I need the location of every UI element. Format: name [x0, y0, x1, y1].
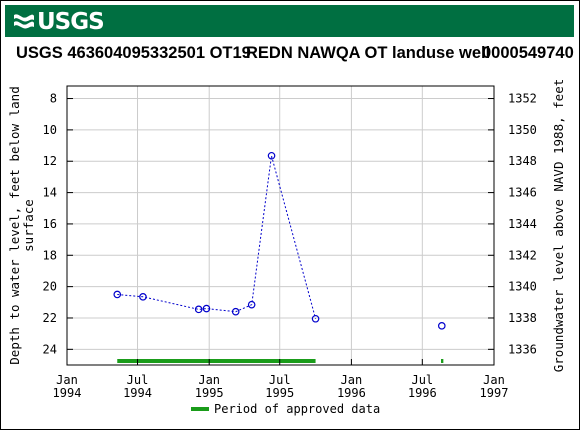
y2-tick-label: 1350 [508, 123, 537, 137]
y2-tick-label: 1344 [508, 217, 537, 231]
y-tick-label: 14 [43, 186, 57, 200]
data-point [267, 151, 276, 160]
data-point [437, 322, 446, 330]
x-tick-label-month: Jul [127, 373, 149, 387]
y-tick-label: 12 [43, 154, 57, 168]
y2-tick-label: 1348 [508, 154, 537, 168]
x-tick-label-year: 1994 [123, 386, 152, 400]
x-tick-label-month: Jan [56, 373, 78, 387]
y2-tick-label: 1338 [508, 311, 537, 325]
y-tick-label: 16 [43, 217, 57, 231]
y-axis-right: 1352 1350 1348 1346 1344 1342 1340 1338 1336 [488, 92, 537, 356]
x-tick-label-year: 1995 [195, 386, 224, 400]
x-tick-label-year: 1996 [408, 386, 437, 400]
x-tick-label-year: 1994 [53, 386, 82, 400]
y-axis-left: 8 10 12 14 16 18 20 22 24 [43, 92, 73, 356]
data-point [231, 307, 240, 316]
site-name: REDN NAWQA OT landuse well [246, 44, 491, 62]
y-tick-label: 8 [50, 92, 57, 106]
usgs-banner: USGS [5, 5, 574, 37]
x-tick-label-month: Jan [483, 373, 505, 387]
y-axis-label-line: Depth to water level, feet below land [7, 86, 22, 364]
grid [66, 86, 495, 365]
x-axis: Jan1994Jul1994Jan1995Jul1995Jan1996Jul19… [53, 359, 509, 400]
data-point [311, 314, 320, 323]
legend: Period of approved data [191, 402, 380, 416]
chart-title: USGS 463604095332501 OT19 REDN NAWQA OT … [0, 44, 580, 64]
x-tick-label-month: Jul [269, 373, 291, 387]
usgs-logo: USGS [13, 9, 105, 35]
x-tick-label-year: 1997 [480, 386, 509, 400]
x-tick-label-year: 1995 [265, 386, 294, 400]
y2-axis-label: Groundwater level above NAVD 1988, feet [551, 79, 566, 373]
usgs-wave-icon [14, 14, 34, 29]
data-point [194, 305, 203, 314]
plot-area [66, 85, 495, 366]
x-tick-label-month: Jan [198, 373, 220, 387]
x-tick-label-month: Jan [341, 373, 363, 387]
data-point [202, 304, 211, 313]
usgs-logo-text: USGS [37, 9, 105, 35]
y2-tick-label: 1346 [508, 186, 537, 200]
y2-tick-label: 1342 [508, 248, 537, 262]
y-tick-label: 10 [43, 123, 57, 137]
y-tick-label: 18 [43, 248, 57, 262]
legend-label: Period of approved data [214, 402, 380, 416]
y-tick-label: 22 [43, 311, 57, 325]
y2-tick-label: 1352 [508, 92, 537, 106]
y2-tick-label: 1340 [508, 280, 537, 294]
data-series [113, 151, 446, 330]
y-axis-label-line: surface [21, 199, 36, 252]
site-id: USGS 463604095332501 OT19 [16, 44, 251, 62]
series-line [117, 155, 317, 319]
parameter-code: 0000549740 [482, 44, 574, 62]
y-axis-label: Depth to water level, feet below land sur… [7, 86, 36, 364]
data-point [113, 290, 122, 299]
y-tick-label: 20 [43, 280, 57, 294]
x-tick-label-year: 1996 [337, 386, 366, 400]
y2-tick-label: 1336 [508, 342, 537, 356]
data-point [247, 300, 256, 309]
x-tick-label-month: Jul [411, 373, 433, 387]
y-tick-label: 24 [43, 342, 57, 356]
data-point [139, 293, 147, 301]
